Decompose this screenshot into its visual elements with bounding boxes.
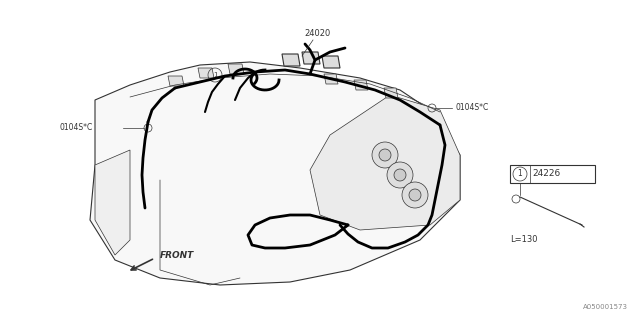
Polygon shape — [95, 150, 130, 255]
Polygon shape — [322, 56, 340, 68]
Circle shape — [402, 182, 428, 208]
Polygon shape — [228, 64, 244, 74]
Text: 24226: 24226 — [532, 170, 560, 179]
Circle shape — [372, 142, 398, 168]
Text: 24020: 24020 — [305, 29, 331, 38]
Circle shape — [387, 162, 413, 188]
Polygon shape — [90, 62, 460, 285]
Polygon shape — [354, 80, 368, 90]
Text: FRONT: FRONT — [160, 252, 195, 260]
Polygon shape — [282, 54, 300, 66]
Text: 0104S*C: 0104S*C — [455, 103, 488, 113]
Polygon shape — [302, 52, 320, 64]
Polygon shape — [324, 74, 338, 84]
Polygon shape — [384, 88, 398, 98]
Text: 1: 1 — [518, 170, 522, 179]
Polygon shape — [310, 95, 460, 230]
Circle shape — [394, 169, 406, 181]
Bar — [510, 165, 595, 183]
Circle shape — [409, 189, 421, 201]
Polygon shape — [198, 68, 214, 78]
Text: A050001573: A050001573 — [583, 304, 628, 310]
Text: 0104S*C: 0104S*C — [60, 124, 93, 132]
Circle shape — [379, 149, 391, 161]
Polygon shape — [168, 76, 184, 86]
Text: 1: 1 — [212, 72, 217, 78]
Text: L=130: L=130 — [510, 235, 538, 244]
